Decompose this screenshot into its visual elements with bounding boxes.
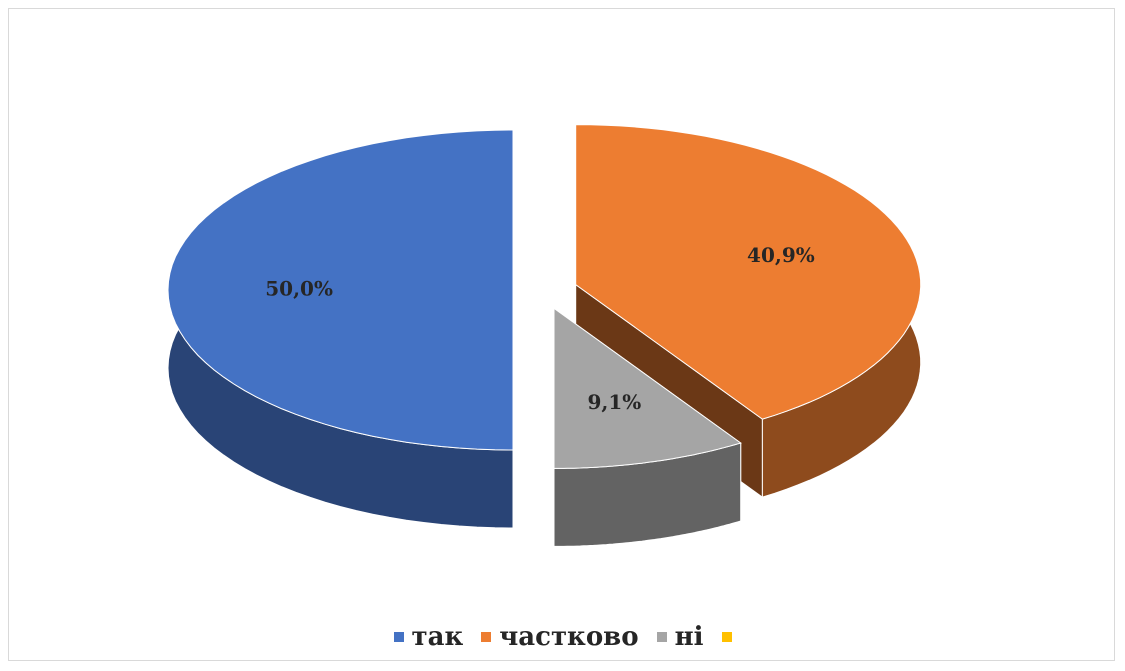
data-label: 40,9% <box>747 243 815 267</box>
legend-label: ні <box>674 622 704 652</box>
slice <box>575 124 922 420</box>
data-label: 50,0% <box>265 277 333 301</box>
chart-frame <box>8 8 1115 661</box>
legend-item: частково <box>481 622 639 652</box>
data-label: 9,1% <box>587 390 641 414</box>
slice <box>167 129 514 451</box>
slice <box>553 307 742 469</box>
legend: так частково ні <box>0 622 1125 652</box>
legend-swatch <box>721 632 732 642</box>
legend-swatch <box>656 632 667 642</box>
legend-label: частково <box>499 622 639 652</box>
legend-item <box>721 632 732 642</box>
legend-swatch <box>393 632 404 642</box>
legend-item: так <box>393 622 464 652</box>
legend-swatch <box>481 632 492 642</box>
legend-item: ні <box>656 622 704 652</box>
legend-label: так <box>411 622 464 652</box>
